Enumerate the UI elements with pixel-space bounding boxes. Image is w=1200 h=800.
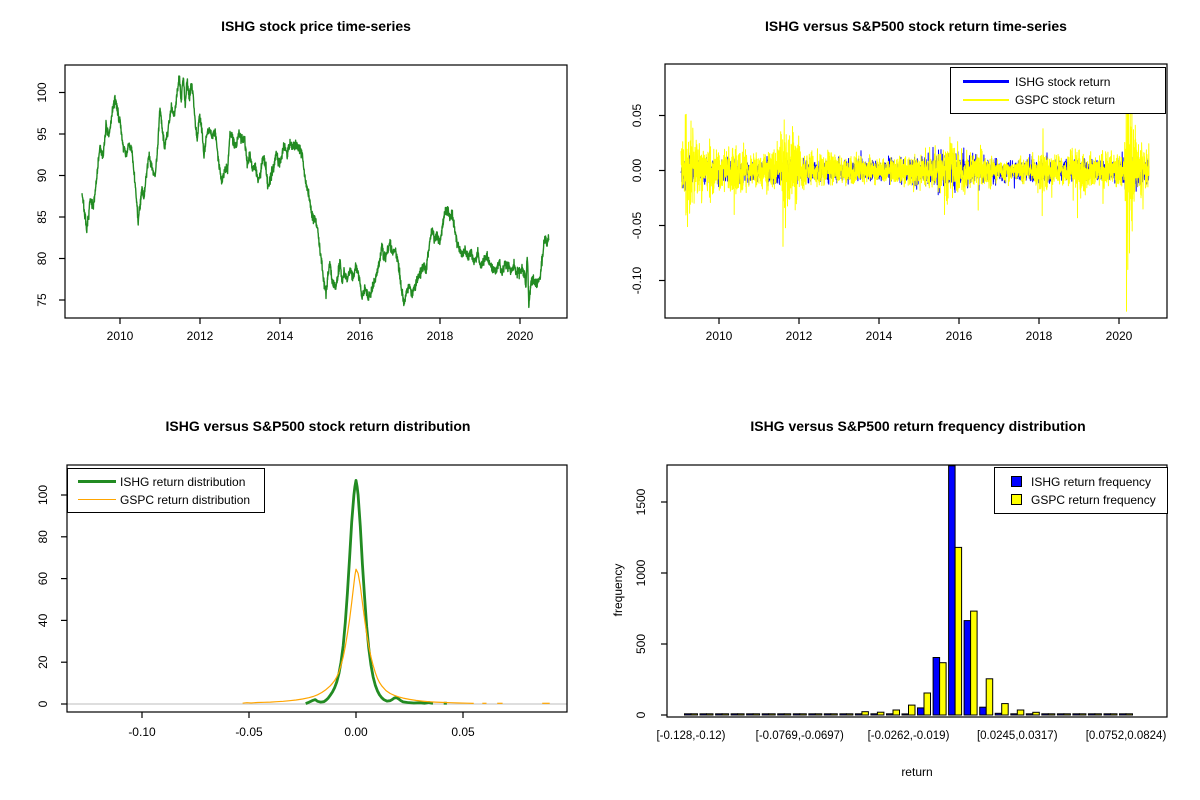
svg-text:0: 0 [36, 700, 50, 707]
svg-text:90: 90 [35, 169, 49, 183]
ishg-return-line-swatch [957, 80, 1015, 83]
svg-text:1000: 1000 [634, 559, 648, 586]
svg-text:2014: 2014 [866, 329, 893, 343]
svg-text:85: 85 [35, 210, 49, 224]
svg-text:[0.0245,0.0317): [0.0245,0.0317) [977, 730, 1058, 742]
svg-text:0.00: 0.00 [344, 725, 368, 739]
panel1-title: ISHG stock price time-series [221, 18, 411, 34]
svg-text:2020: 2020 [507, 329, 534, 343]
panel2-title: ISHG versus S&P500 stock return time-ser… [765, 18, 1067, 34]
returns-legend: ISHG stock return GSPC stock return [950, 67, 1166, 114]
panel4-title: ISHG versus S&P500 return frequency dist… [750, 418, 1086, 434]
svg-text:100: 100 [36, 485, 50, 505]
svg-text:75: 75 [35, 293, 49, 307]
svg-text:20: 20 [36, 655, 50, 669]
gspc-distribution-line-swatch [74, 498, 120, 501]
svg-text:2018: 2018 [427, 329, 454, 343]
svg-text:2018: 2018 [1026, 329, 1053, 343]
svg-text:[-0.0262,-0.019): [-0.0262,-0.019) [868, 730, 950, 742]
svg-text:-0.10: -0.10 [128, 725, 156, 739]
legend-label: ISHG return distribution [120, 474, 246, 489]
svg-text:[-0.128,-0.12): [-0.128,-0.12) [656, 730, 725, 742]
panel3-title: ISHG versus S&P500 stock return distribu… [165, 418, 471, 434]
svg-text:2016: 2016 [347, 329, 374, 343]
legend-item-gspc-return: GSPC stock return [957, 92, 1159, 107]
svg-text:0.00: 0.00 [630, 158, 644, 182]
legend-item-ishg-return: ISHG stock return [957, 74, 1159, 89]
ishg-frequency-square-swatch [1001, 476, 1031, 487]
svg-text:[-0.0769,-0.0697): [-0.0769,-0.0697) [756, 730, 844, 742]
svg-text:2012: 2012 [187, 329, 214, 343]
svg-text:0.05: 0.05 [451, 725, 475, 739]
legend-item-ishg-frequency: ISHG return frequency [1001, 474, 1161, 489]
svg-text:0: 0 [634, 711, 648, 718]
svg-text:0.05: 0.05 [630, 103, 644, 127]
legend-item-gspc-distribution: GSPC return distribution [74, 492, 258, 507]
svg-text:80: 80 [36, 530, 50, 544]
svg-text:80: 80 [35, 252, 49, 266]
svg-text:-0.05: -0.05 [630, 212, 644, 240]
distribution-legend: ISHG return distribution GSPC return dis… [67, 468, 265, 513]
svg-text:60: 60 [36, 572, 50, 586]
legend-label: GSPC stock return [1015, 92, 1116, 107]
svg-text:500: 500 [634, 634, 648, 654]
svg-text:[0.0752,0.0824): [0.0752,0.0824) [1086, 730, 1167, 742]
svg-text:-0.05: -0.05 [235, 725, 263, 739]
ishg-distribution-line-swatch [74, 480, 120, 483]
svg-text:2012: 2012 [786, 329, 813, 343]
svg-text:-0.10: -0.10 [630, 267, 644, 295]
legend-label: ISHG stock return [1015, 74, 1111, 89]
legend-label: GSPC return frequency [1031, 492, 1156, 507]
svg-text:100: 100 [35, 82, 49, 102]
legend-item-gspc-frequency: GSPC return frequency [1001, 492, 1161, 507]
frequency-legend: ISHG return frequency GSPC return freque… [994, 467, 1168, 514]
svg-text:2016: 2016 [946, 329, 973, 343]
legend-item-ishg-distribution: ISHG return distribution [74, 474, 258, 489]
panel4-x-axis-label: return [901, 765, 933, 779]
svg-text:1500: 1500 [634, 488, 648, 515]
svg-text:2010: 2010 [706, 329, 733, 343]
svg-text:95: 95 [35, 127, 49, 141]
svg-text:40: 40 [36, 613, 50, 627]
svg-text:2020: 2020 [1106, 329, 1133, 343]
legend-label: ISHG return frequency [1031, 474, 1152, 489]
svg-text:2014: 2014 [267, 329, 294, 343]
svg-text:2010: 2010 [107, 329, 134, 343]
legend-label: GSPC return distribution [120, 492, 251, 507]
gspc-frequency-square-swatch [1001, 494, 1031, 505]
panel4-y-axis-label: frequency [611, 563, 625, 617]
gspc-return-line-swatch [957, 98, 1015, 101]
